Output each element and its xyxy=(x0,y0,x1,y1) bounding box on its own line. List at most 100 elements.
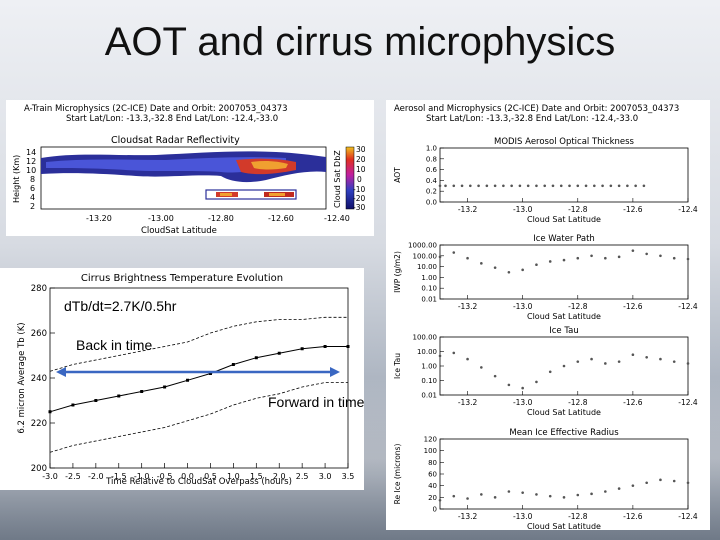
bt-ytick-label: 240 xyxy=(31,374,47,384)
ice-tautitle: Ice Tau xyxy=(549,326,579,336)
bt-data-point xyxy=(346,345,350,348)
modis-aerosol-optical-thicknessdata-point xyxy=(535,184,538,188)
ice-water-pathytick-label: 1000.00 xyxy=(408,242,437,250)
ice-water-pathdata-point xyxy=(617,255,621,259)
ice-water-pathdata-point xyxy=(631,249,635,252)
ice-taudata-point xyxy=(659,357,662,361)
ice-water-pathdata-point xyxy=(659,254,662,258)
mean-ice-effective-radiusylabel: Re Ice (microns) xyxy=(393,444,402,505)
radar-cbar-tick: -20 xyxy=(353,194,365,203)
radar-cbar-tick: -30 xyxy=(353,203,365,212)
ice-water-pathxtick-label: -13.2 xyxy=(458,302,478,311)
mean-ice-effective-radiusdata-point xyxy=(659,478,662,482)
mean-ice-effective-radiusdata-point xyxy=(631,484,635,487)
rate-annotation: dTb/dt=2.7K/0.5hr xyxy=(64,298,177,314)
ice-taudata-point xyxy=(672,360,676,363)
modis-aerosol-optical-thicknessframe xyxy=(439,147,689,203)
ice-tauxtick-label: -12.6 xyxy=(623,398,643,407)
radar-xtick: -13.20 xyxy=(86,214,112,223)
radar-ytick: 14 xyxy=(26,148,36,157)
ice-water-pathdata-point xyxy=(493,266,497,269)
radar-xtick: -12.80 xyxy=(208,214,234,223)
modis-aerosol-optical-thicknessxlabel: Cloud Sat Latitude xyxy=(527,215,601,224)
mean-ice-effective-radiusxtick-label: -12.4 xyxy=(678,512,698,521)
mean-ice-effective-radiusytick-label: 60 xyxy=(428,471,437,479)
radar-svg: A-Train Microphysics (2C-ICE) Date and O… xyxy=(12,104,366,236)
mean-ice-effective-radiusdata-point xyxy=(507,490,511,493)
ice-taudata-point xyxy=(521,386,524,390)
radar-ytick: 6 xyxy=(30,184,35,193)
modis-aerosol-optical-thicknessdata-point xyxy=(438,184,442,188)
radar-xtick: -13.00 xyxy=(148,214,174,223)
bt-data-point xyxy=(254,356,258,360)
ice-water-pathytick-label: 0.01 xyxy=(421,296,437,304)
ice-water-pathdata-point xyxy=(604,256,607,260)
ice-water-pathxtick-label: -13.0 xyxy=(513,302,533,311)
modis-aerosol-optical-thicknessdata-point xyxy=(543,184,547,188)
mean-ice-effective-radiusxtick-label: -12.6 xyxy=(623,512,643,521)
radar-cbar-tick: 20 xyxy=(356,155,366,164)
radar-xtick: -12.60 xyxy=(268,214,294,223)
modis-aerosol-optical-thicknessxtick-label: -12.6 xyxy=(623,205,643,214)
mean-ice-effective-radiusytick-label: 120 xyxy=(424,436,437,444)
bt-ytick-label: 260 xyxy=(31,329,47,339)
ice-taudata-point xyxy=(562,364,566,368)
modis-aerosol-optical-thicknessdata-point xyxy=(601,184,604,188)
ice-taudata-point xyxy=(548,370,552,374)
modis-aerosol-optical-thicknessdata-point xyxy=(460,184,464,188)
ice-water-pathxtick-label: -12.4 xyxy=(678,302,698,311)
ice-water-pathdata-point xyxy=(686,257,690,261)
mean-ice-effective-radiusytick-label: 80 xyxy=(428,459,437,467)
ice-taudata-point xyxy=(480,366,483,369)
modis-aerosol-optical-thicknessdata-point xyxy=(642,184,646,188)
radar-colorbar xyxy=(345,146,355,210)
ice-taudata-point xyxy=(452,351,456,355)
ice-tauytick-label: 0.10 xyxy=(421,377,437,385)
modis-aerosol-optical-thicknessdata-point xyxy=(626,184,629,188)
ice-water-pathdata-point xyxy=(562,258,566,262)
ice-water-pathdata-point xyxy=(645,252,648,256)
bt-ytick-label: 220 xyxy=(31,419,47,429)
ice-water-pathdata-point xyxy=(452,251,456,254)
mean-ice-effective-radiusdata-point xyxy=(590,492,593,496)
ice-water-pathdata-point xyxy=(466,256,469,260)
ice-water-pathframe xyxy=(439,244,689,300)
modis-aerosol-optical-thicknessytick-label: 0.8 xyxy=(426,155,437,163)
mean-ice-effective-radiusdata-point xyxy=(645,481,648,485)
ice-tauytick-label: 10.00 xyxy=(417,348,437,356)
bt-xtick-label: 2.0 xyxy=(273,472,286,481)
radar-title: Cloudsat Radar Reflectivity xyxy=(111,135,240,146)
ice-water-pathytick-label: 1.00 xyxy=(421,274,437,282)
right-charts: Aerosol and Microphysics (2C-ICE) Date a… xyxy=(393,104,698,531)
mean-ice-effective-radiusytick-label: 40 xyxy=(428,482,437,490)
ice-water-pathdata-point xyxy=(576,256,580,260)
ice-tauxtick-label: -13.2 xyxy=(458,398,478,407)
radar-ytick: 8 xyxy=(30,175,35,184)
radar-panel: A-Train Microphysics (2C-ICE) Date and O… xyxy=(6,100,374,236)
ice-taudata-point xyxy=(507,383,511,387)
bt-series-line-solid-markers xyxy=(49,346,348,413)
ice-water-pathdata-point xyxy=(521,268,524,272)
bt-xtick-label: 2.5 xyxy=(296,472,309,481)
modis-aerosol-optical-thicknessxtick-label: -12.8 xyxy=(568,205,588,214)
forward-arrow-head xyxy=(330,367,340,377)
radar-xticks: -13.20 -13.00 -12.80 -12.60 -12.40 xyxy=(86,214,350,223)
bt-data-point xyxy=(323,345,327,348)
bt-data-point xyxy=(140,390,144,393)
modis-aerosol-optical-thicknessdata-point xyxy=(576,184,580,188)
bt-ylabel: 6.2 micron Average Tb (K) xyxy=(17,322,27,433)
modis-aerosol-optical-thicknessytick-label: 0.6 xyxy=(426,166,438,174)
bt-xtick-label: -1.0 xyxy=(134,472,150,481)
mean-ice-effective-radiusdata-point xyxy=(604,490,607,493)
radar-ytick: 2 xyxy=(30,202,35,211)
ice-water-pathdata-point xyxy=(535,263,538,266)
mean-ice-effective-radiusdata-point xyxy=(466,497,469,500)
ice-taudata-point xyxy=(617,360,621,363)
bt-xtick-label: 0.0 xyxy=(181,472,194,481)
modis-aerosol-optical-thicknessytick-label: 1.0 xyxy=(426,145,437,153)
ice-water-pathytick-label: 10.00 xyxy=(417,263,437,271)
modis-aerosol-optical-thicknessdata-point xyxy=(477,184,480,188)
radar-cbar-tick: 0 xyxy=(357,175,362,184)
mean-ice-effective-radiusxtick-label: -13.0 xyxy=(513,512,533,521)
mean-ice-effective-radiusdata-point xyxy=(672,479,676,483)
